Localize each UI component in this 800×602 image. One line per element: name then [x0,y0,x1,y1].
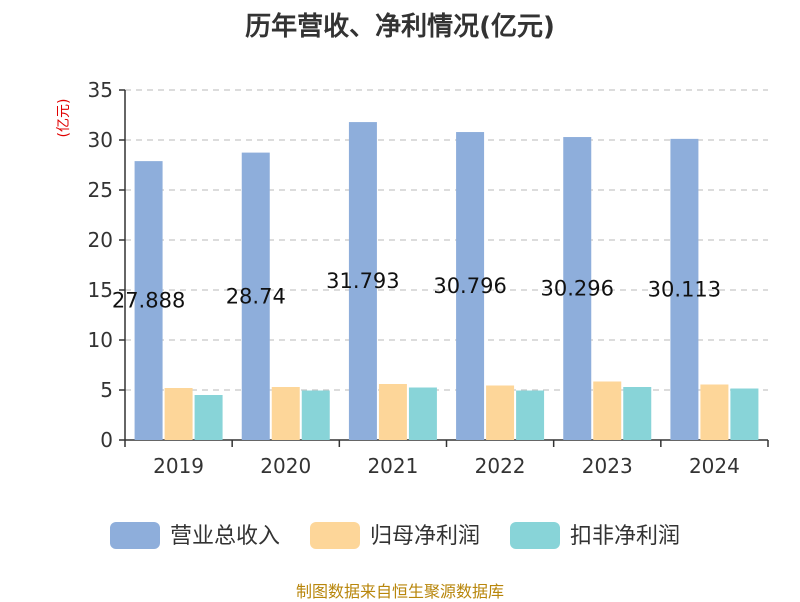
y-tick-label: 35 [88,78,113,102]
legend-label: 营业总收入 [170,524,280,549]
bar [164,388,193,440]
bar [670,138,699,440]
source-note: 制图数据来自恒生聚源数据库 [295,582,504,601]
bar [348,122,377,440]
data-label: 31.793 [326,269,399,293]
legend-swatch [510,522,560,549]
y-axis-unit-label: (亿元) [56,99,72,138]
y-tick-label: 25 [88,178,113,202]
data-label: 30.296 [541,277,614,301]
y-tick-label: 15 [88,278,113,302]
legend-swatch [110,522,160,549]
data-label: 28.74 [226,284,286,308]
bar [593,381,622,440]
bars [134,122,759,441]
x-tick-label: 2019 [153,454,204,478]
bar [271,387,300,440]
bar [486,385,515,440]
y-tick-label: 0 [100,428,113,452]
bar [408,387,437,440]
data-label: 30.113 [648,277,721,301]
bar [700,384,729,440]
y-tick-label: 5 [100,378,113,402]
data-labels: 27.888 28.74 31.793 30.796 30.296 30.113 [112,269,721,313]
bar [456,132,485,441]
legend-swatch [310,522,360,549]
bar [730,388,759,440]
data-label: 30.796 [433,274,506,298]
bar [241,152,270,440]
x-tick-label: 2023 [582,454,633,478]
bar [516,390,545,440]
legend: 营业总收入 归母净利润 扣非净利润 [110,522,680,549]
x-tick-label: 2024 [689,454,740,478]
y-tick-label: 10 [88,328,113,352]
bar [563,137,592,441]
bar [301,390,330,440]
legend-label: 扣非净利润 [570,524,680,549]
y-tick-label: 30 [88,128,113,152]
bar [194,395,223,440]
bar [378,384,407,440]
bar [134,161,163,440]
grid-lines [125,89,768,391]
x-tick-label: 2020 [260,454,311,478]
data-label: 27.888 [112,289,185,313]
chart-title: 历年营收、净利情况(亿元) [245,12,555,42]
x-tick-label: 2021 [367,454,418,478]
x-tick-label: 2022 [475,454,526,478]
y-tick-label: 20 [88,228,113,252]
axes: 0 5 10 15 20 25 30 35 2019 2020 2021 2022 2023 2024 [88,78,769,478]
legend-label: 归母净利润 [370,524,480,549]
bar [623,387,652,440]
